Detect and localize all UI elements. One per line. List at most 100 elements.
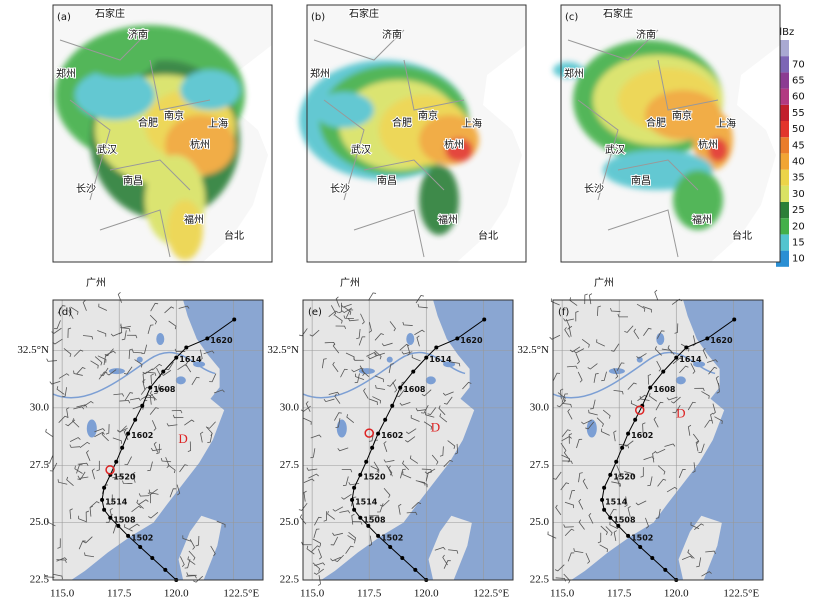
wind-barb	[67, 327, 72, 338]
wind-barb	[182, 535, 192, 542]
wind-barb	[149, 314, 157, 325]
lake	[406, 333, 415, 346]
track-time-label: 1514	[105, 497, 128, 506]
wind-barb	[434, 546, 446, 551]
radar-frame	[306, 4, 527, 263]
wind-barb	[124, 524, 133, 532]
track-point	[626, 533, 631, 538]
wind-barb	[330, 556, 341, 562]
wind-barb	[425, 471, 432, 482]
wind-barb	[656, 360, 662, 372]
wind-barb	[73, 370, 83, 376]
wind-barb	[142, 368, 153, 375]
boundary-line	[353, 209, 425, 258]
y-tick-label: 32.5°N	[517, 344, 549, 356]
boundary-line	[313, 29, 405, 61]
wind-barb	[372, 396, 381, 404]
wind-barb	[656, 330, 665, 339]
wind-barb	[698, 443, 705, 453]
wind-barb	[694, 387, 705, 392]
wind-barb	[442, 391, 454, 396]
wind-barb	[298, 502, 308, 511]
wind-barb	[582, 478, 588, 490]
wind-barb	[132, 471, 136, 483]
city-label: 杭州	[698, 138, 718, 151]
wind-barb	[166, 423, 178, 427]
wind-barb	[350, 496, 357, 507]
wind-barb	[664, 443, 676, 447]
track-time-label: 1602	[631, 431, 653, 440]
track-point	[358, 472, 363, 477]
wind-barb	[337, 447, 349, 452]
wind-barb	[313, 568, 325, 575]
wind-barb	[355, 373, 365, 380]
wind-barb	[339, 510, 351, 514]
boundary-line	[323, 99, 365, 201]
city-label: 济南	[382, 28, 402, 41]
wind-barb	[169, 488, 177, 498]
track-point	[620, 445, 625, 450]
wind-barb	[450, 361, 461, 367]
wind-barb	[306, 545, 315, 555]
wind-barb	[76, 404, 88, 408]
city-label: 广州	[340, 277, 360, 289]
wind-barb	[160, 457, 172, 463]
wind-barb	[341, 493, 352, 500]
y-tick-label: 27.5	[530, 459, 550, 471]
wind-barb	[581, 338, 590, 348]
wind-barb	[610, 308, 621, 312]
wind-barb	[569, 490, 575, 500]
city-label: 台北	[224, 229, 244, 242]
track-point	[383, 417, 388, 422]
wind-barb	[147, 461, 153, 472]
wind-barb	[635, 500, 647, 506]
wind-barb	[611, 481, 622, 487]
city-label: 济南	[128, 28, 148, 41]
wind-barb	[131, 505, 142, 513]
wind-barb	[605, 526, 613, 536]
wind-barb	[679, 365, 689, 374]
wind-barb	[374, 350, 382, 360]
wind-barb	[327, 511, 336, 520]
wind-barb	[310, 434, 322, 439]
wind-barb	[207, 433, 213, 443]
wind-barb	[653, 416, 659, 428]
wind-barb	[630, 400, 640, 408]
wind-barb	[588, 409, 598, 416]
wind-barb	[454, 443, 459, 455]
wind-barb	[567, 408, 573, 420]
wind-barb	[138, 493, 150, 497]
wind-barb	[639, 395, 650, 401]
land	[553, 300, 725, 580]
wind-barb	[613, 530, 617, 542]
wind-barb	[368, 292, 377, 301]
wind-barb	[560, 442, 567, 454]
city-label: 南京	[164, 109, 184, 122]
track-point	[102, 507, 107, 512]
wind-barb	[314, 562, 326, 567]
wind-barb	[616, 362, 625, 371]
wind-barb	[600, 525, 608, 536]
wind-barb	[575, 310, 579, 322]
wind-panel: 1620 1614 1608 1602 1520 1514 1508 1502 D (f) 22.5…	[517, 289, 764, 600]
wind-barb	[568, 433, 573, 444]
city-label: 上海	[208, 117, 228, 130]
wind-barb	[597, 305, 601, 316]
wind-barb	[624, 471, 634, 477]
wind-barb	[647, 476, 653, 487]
city-label: 石家庄	[95, 7, 125, 20]
wind-barb	[687, 424, 692, 436]
y-tick-label: 32.5°N	[17, 344, 49, 356]
city-label: 南京	[418, 109, 438, 122]
wind-barb	[383, 441, 388, 453]
wind-barb	[85, 510, 90, 522]
lake	[608, 368, 625, 375]
y-tick-label: 25.0	[280, 516, 300, 528]
wind-barb	[418, 480, 428, 488]
wind-barb	[633, 328, 640, 340]
wind-barb	[45, 428, 54, 438]
city-label: 石家庄	[603, 7, 633, 20]
track-point	[638, 544, 643, 549]
wind-barb	[165, 457, 170, 468]
lake	[156, 333, 165, 346]
